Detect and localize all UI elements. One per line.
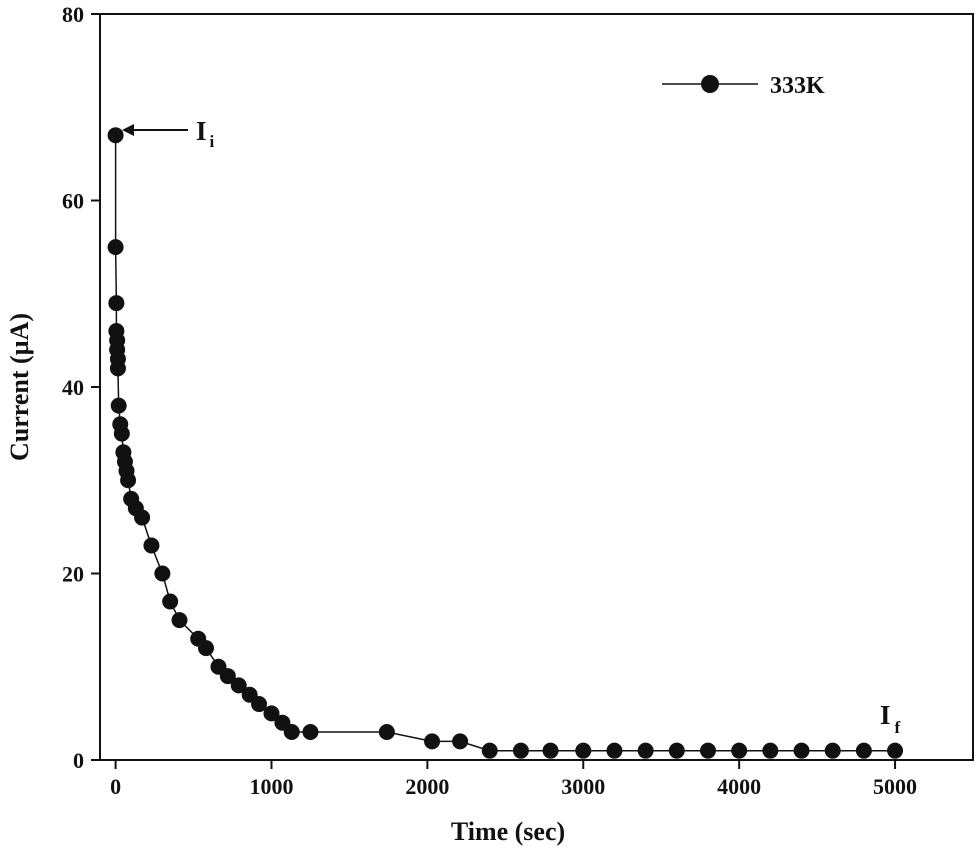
annotation-ii-main: I [196,116,207,146]
x-tick-label: 5000 [873,774,917,799]
x-tick-label: 4000 [717,774,761,799]
annotation-ii-sub: i [210,132,215,151]
data-point [113,425,130,442]
data-point [171,612,188,629]
data-point [109,360,126,377]
x-tick-label: 3000 [561,774,605,799]
x-axis-ticks: 0 1000 2000 3000 4000 5000 [110,760,917,799]
series-line-333k [114,135,896,752]
legend: 333K [662,73,825,99]
data-point [762,742,779,759]
x-tick-label: 2000 [405,774,449,799]
x-tick-label: 0 [110,774,121,799]
data-point [542,742,559,759]
legend-label: 333K [770,73,825,99]
y-tick-label: 40 [62,375,84,400]
data-point [107,239,124,256]
data-point [263,705,280,722]
y-tick-label: 0 [73,748,84,773]
data-point [824,742,841,759]
data-point [134,509,151,526]
y-tick-label: 80 [62,2,84,27]
y-axis-title: Current (µA) [5,313,34,461]
data-point [198,640,215,657]
data-point [637,742,654,759]
data-point [481,742,498,759]
data-point [219,668,236,685]
data-point [120,472,137,489]
data-point [302,724,319,741]
data-point [107,127,124,144]
data-point [452,733,469,750]
data-point [512,742,529,759]
data-point [699,742,716,759]
y-tick-label: 60 [62,189,84,214]
annotation-if-main: I [880,700,891,730]
data-point [378,724,395,741]
x-tick-label: 1000 [249,774,293,799]
data-point [110,397,127,414]
plot-frame [99,13,974,761]
data-point [424,733,441,750]
data-point [283,724,300,741]
data-point [731,742,748,759]
annotation-if-sub: f [895,718,901,737]
data-point [230,677,247,694]
data-point [162,593,179,610]
legend-marker [701,75,719,93]
x-axis-title: Time (sec) [451,817,565,846]
y-axis-ticks: 0 20 40 60 80 [62,2,100,773]
data-point [108,295,125,312]
data-point [606,742,623,759]
data-point [154,565,171,582]
series-points-333k [107,127,904,759]
data-point [575,742,592,759]
data-point [668,742,685,759]
y-tick-label: 20 [62,562,84,587]
data-point [793,742,810,759]
data-point [143,537,160,554]
data-point [887,742,904,759]
data-point [855,742,872,759]
data-point [251,696,268,713]
